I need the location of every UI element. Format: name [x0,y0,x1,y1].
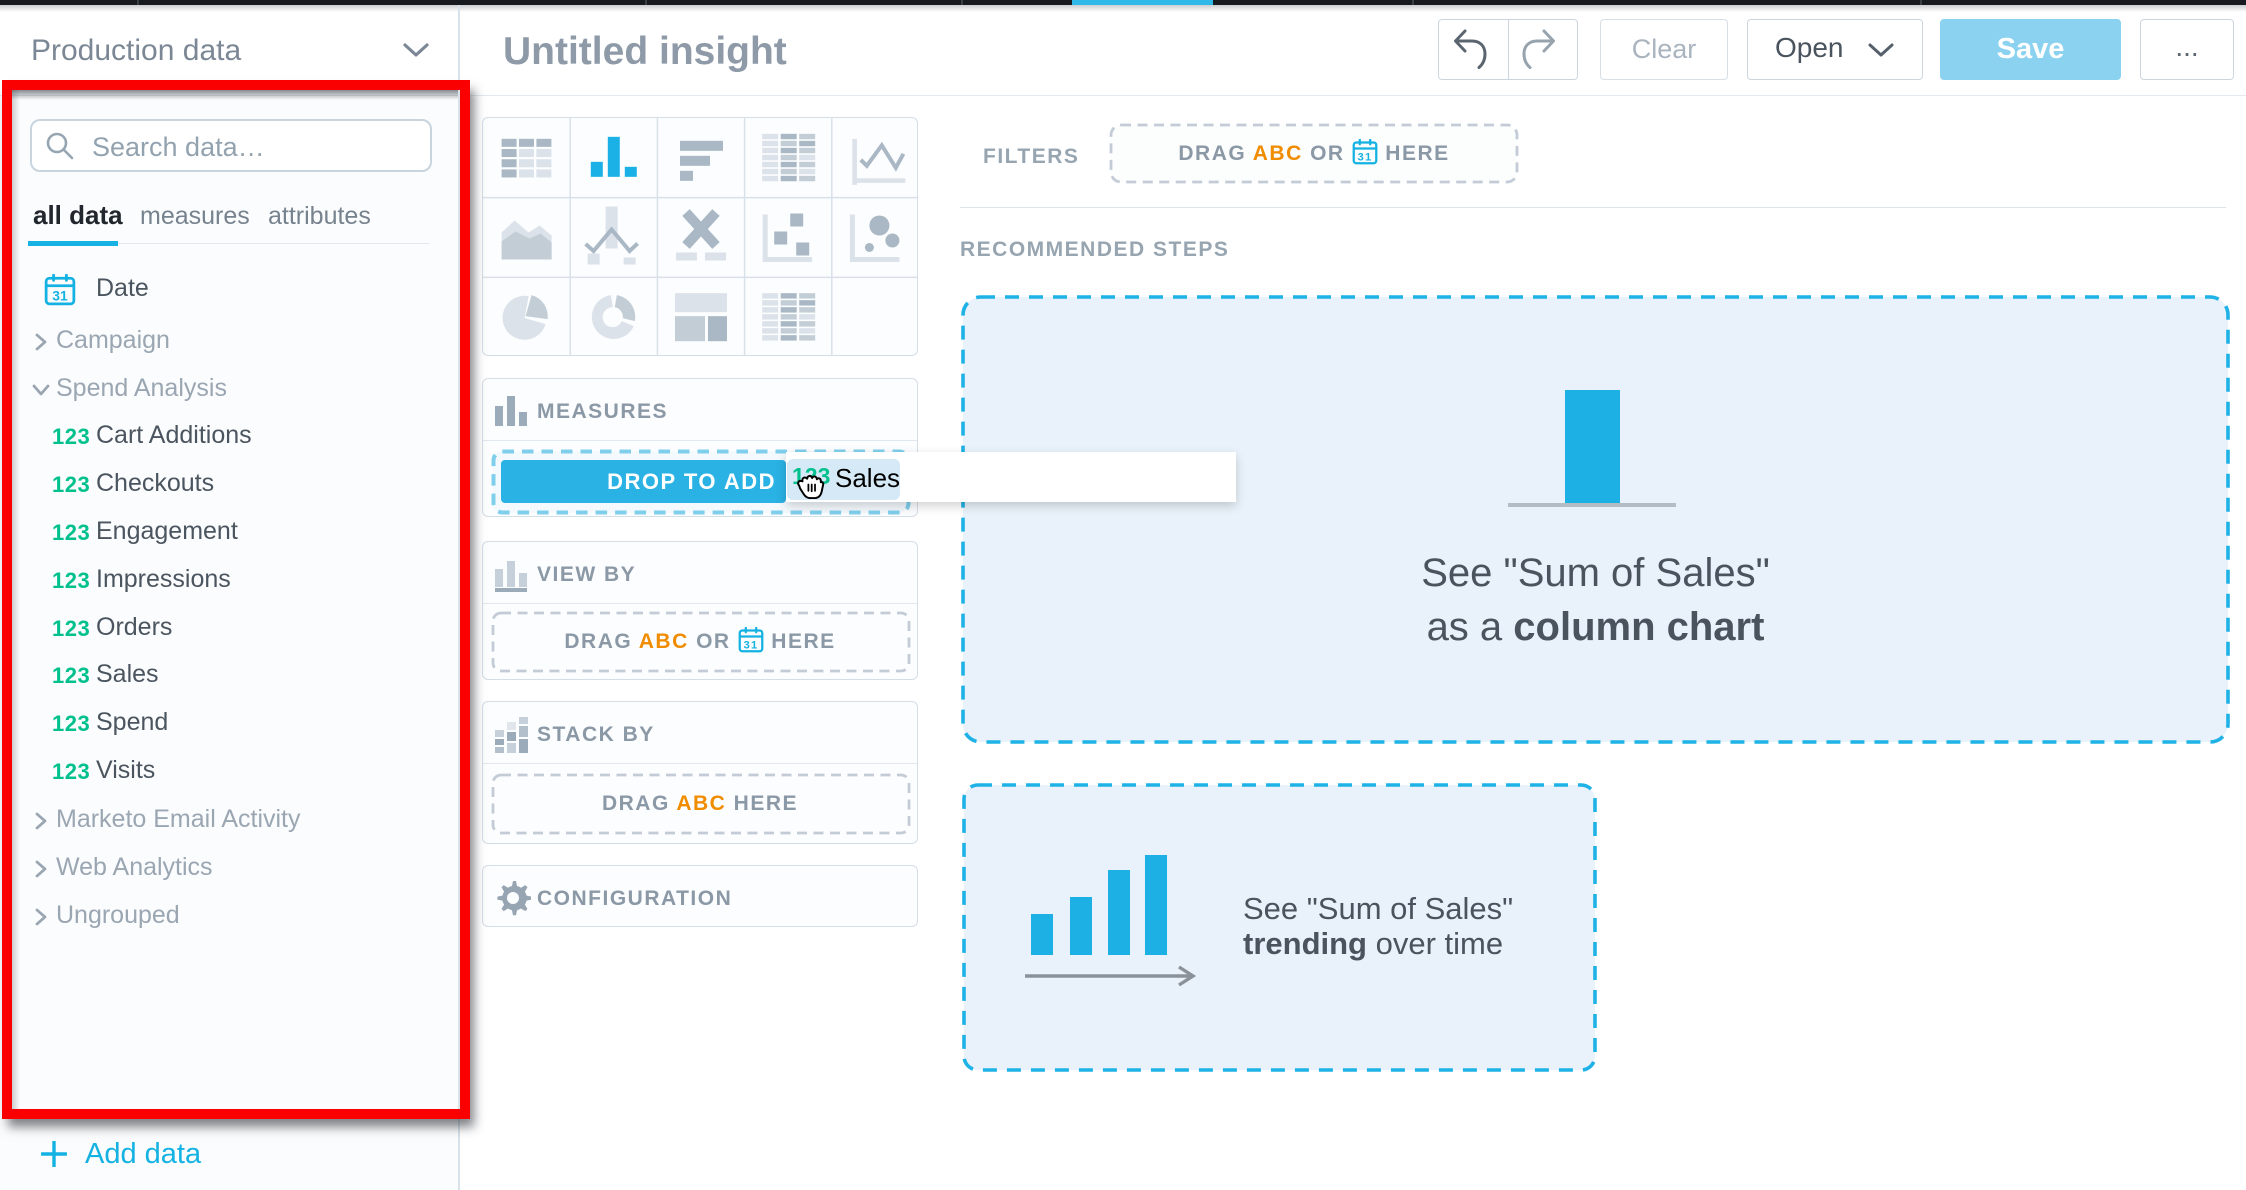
svg-text:31: 31 [1357,152,1372,164]
svg-text:31: 31 [52,288,68,304]
svg-text:31: 31 [743,640,758,652]
